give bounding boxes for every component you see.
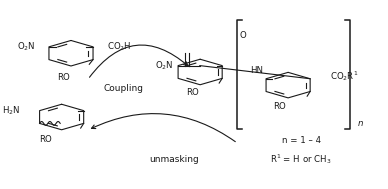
- Text: $\mathregular{CO_2H}$: $\mathregular{CO_2H}$: [107, 40, 132, 53]
- Text: RO: RO: [39, 135, 52, 144]
- Text: O: O: [239, 31, 246, 40]
- Text: $\mathregular{R^1}$ = H or $\mathregular{CH_3}$: $\mathregular{R^1}$ = H or $\mathregular…: [270, 152, 332, 166]
- Text: Coupling: Coupling: [103, 84, 144, 93]
- Text: HN: HN: [250, 66, 263, 75]
- Text: unmasking: unmasking: [149, 155, 199, 164]
- Text: RO: RO: [57, 73, 70, 82]
- Text: $\mathregular{O_2N}$: $\mathregular{O_2N}$: [17, 40, 35, 53]
- Text: $\mathregular{O_2N}$: $\mathregular{O_2N}$: [155, 59, 174, 72]
- Text: RO: RO: [273, 102, 286, 111]
- Text: RO: RO: [186, 88, 199, 97]
- FancyArrowPatch shape: [90, 45, 188, 77]
- Text: n: n: [357, 119, 363, 128]
- FancyArrowPatch shape: [92, 114, 235, 142]
- Text: $\mathregular{H_2N}$: $\mathregular{H_2N}$: [2, 104, 21, 117]
- Text: n = 1 – 4: n = 1 – 4: [282, 136, 321, 145]
- Text: $\mathregular{CO_2R^1}$: $\mathregular{CO_2R^1}$: [331, 69, 359, 83]
